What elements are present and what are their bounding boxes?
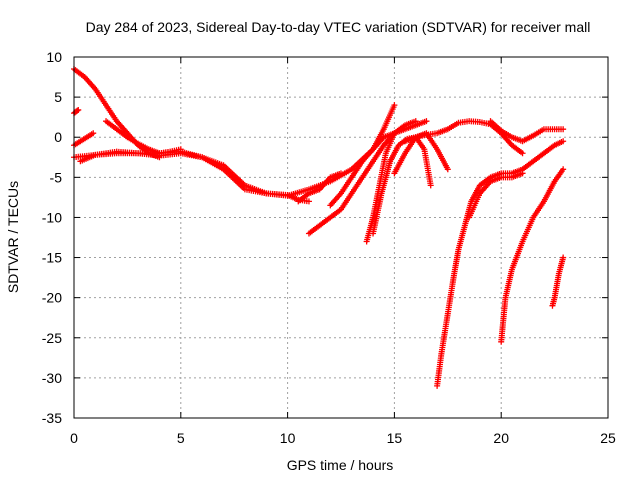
x-tick-label: 0 (70, 430, 78, 446)
x-tick-label: 10 (280, 430, 296, 446)
y-tick-label: -25 (42, 330, 62, 346)
data-point-marker (338, 170, 344, 177)
data-point-marker (444, 166, 451, 173)
y-tick-label: -15 (42, 250, 62, 266)
data-point-marker (74, 107, 81, 114)
data-point-marker (305, 198, 312, 205)
y-tick-label: 5 (54, 89, 62, 105)
x-axis-label: GPS time / hours (287, 457, 394, 473)
y-tick-label: -5 (50, 169, 63, 185)
series-arc-16 (466, 170, 526, 221)
data-point-marker (75, 106, 82, 113)
data-point-marker (560, 166, 567, 173)
series-arc-15 (434, 138, 567, 389)
plot-frame (73, 56, 609, 419)
data-point-marker (519, 170, 526, 177)
x-tick-label: 20 (493, 430, 509, 446)
y-tick-label: -35 (42, 410, 62, 426)
y-tick-label: 10 (46, 49, 62, 65)
x-tick-label: 25 (600, 430, 616, 446)
y-tick-label: -20 (42, 290, 62, 306)
series-arc-7 (295, 170, 344, 205)
data-point-marker (423, 118, 430, 125)
y-tick-label: -10 (42, 209, 62, 225)
series-arc-6 (77, 102, 398, 199)
y-axis-label: SDTVAR / TECUs (5, 181, 21, 293)
data-point-marker (519, 150, 526, 157)
data-point-marker (90, 130, 97, 137)
chart-title: Day 284 of 2023, Sidereal Day-to-day VTE… (86, 19, 591, 35)
series-arc-14 (487, 118, 567, 145)
series-arc-9 (327, 118, 430, 209)
series-arc-8 (305, 130, 398, 237)
data-point-marker (560, 126, 567, 133)
data-point-marker (560, 254, 567, 261)
series-arc-3 (71, 130, 97, 149)
data-point-marker (391, 102, 398, 109)
data-point-marker (427, 182, 434, 189)
series-arc-18 (549, 254, 567, 309)
y-tick-label: -30 (42, 370, 62, 386)
data-point-marker (412, 118, 419, 125)
x-tick-label: 15 (387, 430, 403, 446)
series-arc-13 (402, 118, 526, 157)
series-arc-17 (498, 166, 567, 345)
data-point-marker (560, 138, 567, 145)
x-tick-label: 5 (177, 430, 185, 446)
axis-layer: 0 5 10 15 20 25 10 5 0 -5 -10 -15 -20 -25 -30 -35 (42, 49, 616, 446)
y-tick-label: 0 (54, 129, 62, 145)
series-arc-10 (363, 118, 419, 245)
